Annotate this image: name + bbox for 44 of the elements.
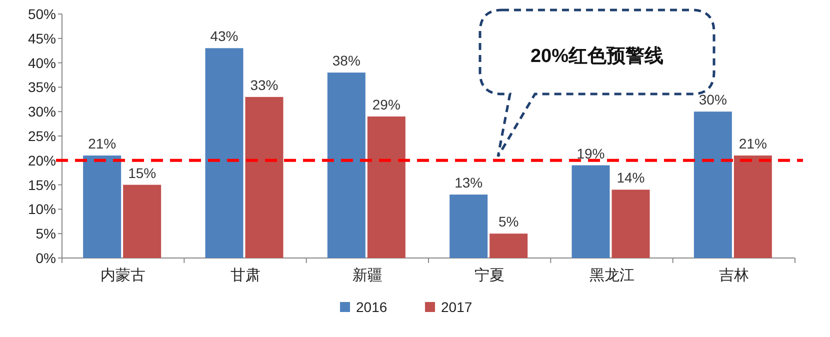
data-label: 19% [576,145,605,162]
bar [450,194,488,258]
bar [83,156,122,258]
bar [205,48,244,258]
y-tick-label: 45% [28,30,56,46]
x-tick-label: 吉林 [718,267,749,284]
annotation: 20%红色预警线 [530,45,664,67]
data-label: 33% [250,76,278,93]
data-label: 14% [616,170,645,186]
y-tick-label: 50% [28,6,56,22]
bar [123,184,162,258]
y-tick-label: 40% [28,54,56,71]
data-label: 13% [454,174,483,191]
data-label: 21% [738,136,767,152]
bar [694,112,732,258]
bar [367,116,406,258]
data-label: 30% [698,92,727,108]
legend-label: 2016 [356,299,388,315]
bar [572,165,610,258]
y-tick-label: 10% [28,201,56,218]
x-tick-label: 甘肃 [230,267,260,284]
legend-label: 2017 [441,299,472,315]
bar [490,234,528,258]
data-label: 43% [210,28,238,44]
y-tick-label: 35% [28,79,56,96]
data-label: 29% [372,96,400,112]
bar [245,96,284,258]
data-label: 21% [88,136,116,152]
y-tick-label: 20% [28,152,56,168]
y-tick-label: 30% [28,104,56,120]
bar [327,72,366,258]
y-tick-label: 25% [28,128,56,144]
bar [612,190,650,258]
y-tick-label: 0% [36,250,56,266]
bar [734,156,772,258]
data-label: 38% [332,52,360,69]
data-label: 15% [128,164,156,181]
x-tick-label: 新疆 [352,267,382,284]
y-tick-label: 5% [36,226,56,242]
data-label: 5% [498,214,519,230]
x-tick-label: 内蒙古 [100,267,146,284]
x-tick-label: 宁夏 [474,267,505,284]
x-tick-label: 黑龙江 [589,267,634,284]
y-tick-label: 15% [28,176,56,193]
